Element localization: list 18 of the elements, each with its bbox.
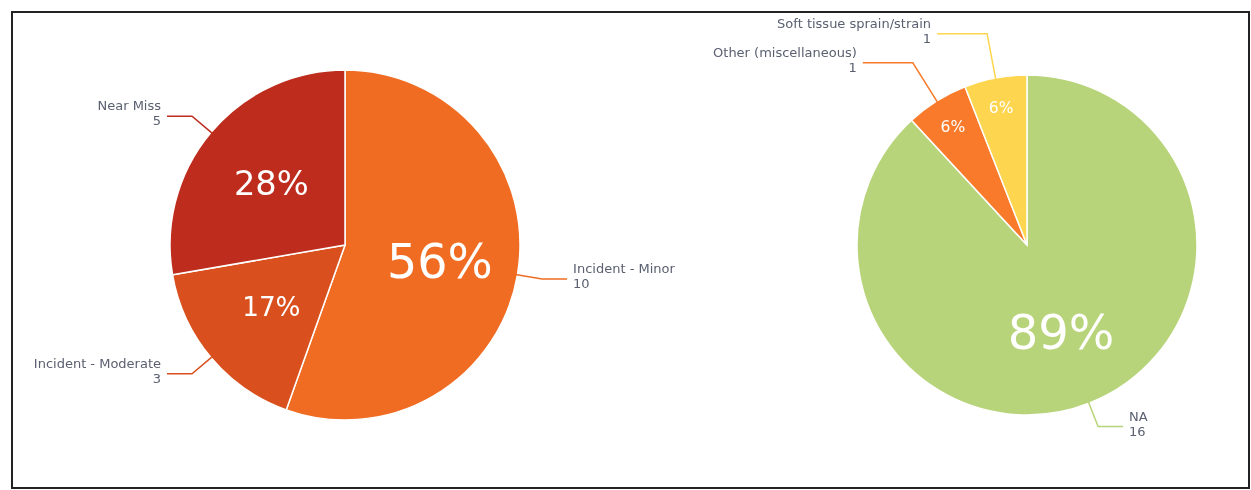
text: 1: [922, 30, 932, 46]
slice-label: Incident - Minor: [573, 261, 676, 277]
data-label: 56%: [386, 233, 493, 289]
text: 5: [152, 113, 162, 129]
data-label: 28%: [233, 163, 309, 203]
data-label: 6%: [940, 117, 966, 136]
slice-label: Other (miscellaneous): [713, 44, 857, 60]
text: 3: [152, 370, 162, 386]
data-label: 89%: [1007, 304, 1115, 361]
slice-label: Incident - Moderate: [33, 355, 162, 371]
data-label: 17%: [242, 292, 301, 322]
text: 1: [848, 59, 857, 75]
slice-label: NA: [1129, 408, 1148, 424]
slice-label: Near Miss: [97, 98, 162, 114]
data-label: 6%: [988, 99, 1014, 118]
text: 16: [1129, 423, 1146, 439]
text: 10: [573, 276, 590, 292]
slice-label: Soft tissue sprain/strain: [777, 15, 932, 31]
